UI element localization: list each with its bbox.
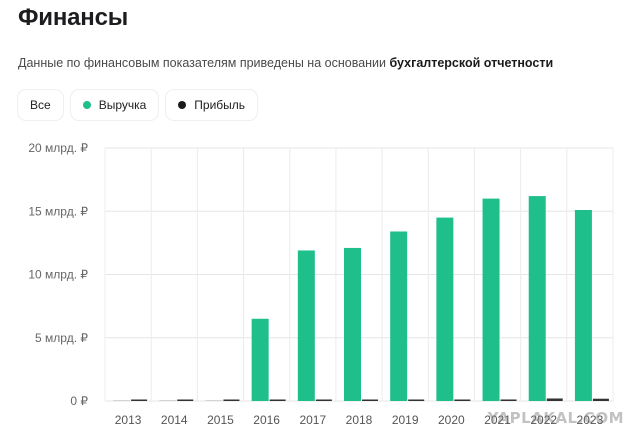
filter-all-label: Все (30, 98, 51, 112)
profit-bar (223, 399, 240, 401)
x-tick-label: 2015 (207, 413, 234, 427)
filter-all-button[interactable]: Все (18, 90, 63, 120)
x-tick-label: 2019 (392, 413, 419, 427)
page-title: Финансы (18, 4, 129, 31)
revenue-bar (205, 400, 223, 401)
x-tick-label: 2022 (530, 413, 557, 427)
revenue-bar (159, 400, 177, 401)
profit-bar (269, 399, 286, 401)
revenue-bar (436, 217, 454, 401)
profit-bar (408, 399, 425, 401)
y-tick-label: 0 ₽ (70, 394, 88, 408)
x-tick-label: 2017 (299, 413, 326, 427)
accounting-report-link[interactable]: бухгалтерской отчетности (389, 56, 554, 70)
filter-profit-label: Прибыль (194, 98, 246, 112)
revenue-dot-icon (82, 101, 91, 109)
profit-bar (362, 399, 378, 401)
revenue-bar (113, 400, 131, 401)
filter-profit-button[interactable]: Прибыль (166, 90, 258, 120)
revenue-bar (528, 196, 546, 401)
subtitle-text: Данные по финансовым показателям приведе… (18, 56, 387, 70)
y-tick-label: 15 млрд. ₽ (28, 204, 88, 218)
profit-bar (592, 398, 609, 401)
revenue-bar (574, 209, 592, 401)
finance-bar-chart: 0 ₽ 5 млрд. ₽ 10 млрд. ₽ 15 млрд. ₽ 20 млрд.… (28, 141, 614, 427)
profit-bar (315, 399, 332, 401)
revenue-bar (297, 250, 315, 401)
x-tick-label: 2013 (115, 413, 142, 427)
revenue-bar (482, 198, 500, 401)
filter-revenue-button[interactable]: Выручка (70, 90, 159, 120)
profit-bar (500, 399, 517, 401)
revenue-bar (344, 247, 361, 401)
y-tick-label: 5 млрд. ₽ (35, 331, 88, 345)
x-tick-label: 2023 (577, 413, 604, 427)
page-subtitle: Данные по финансовым показателям приведе… (18, 56, 553, 70)
profit-bar (546, 398, 563, 401)
watermark-logo: YAPLAKAL.COM (487, 409, 624, 427)
chart-filters: Все Выручка Прибыль (18, 90, 258, 120)
profit-dot-icon (178, 101, 187, 109)
filter-revenue-label: Выручка (98, 98, 147, 112)
revenue-bar (251, 318, 269, 401)
profit-bar (131, 399, 148, 401)
x-tick-label: 2021 (484, 413, 511, 427)
x-tick-label: 2020 (438, 413, 465, 427)
profit-bar (454, 399, 471, 401)
profit-bar (177, 399, 194, 401)
x-tick-label: 2016 (253, 413, 280, 427)
revenue-bar (390, 231, 408, 401)
x-tick-label: 2018 (346, 413, 373, 427)
x-tick-label: 2014 (161, 413, 188, 427)
y-tick-label: 20 млрд. ₽ (28, 141, 88, 155)
y-tick-label: 10 млрд. ₽ (28, 268, 88, 282)
